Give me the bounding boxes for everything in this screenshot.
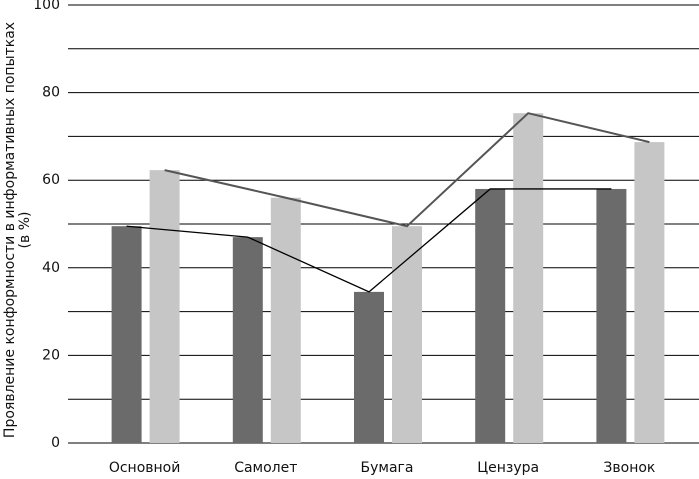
bar: [596, 188, 627, 443]
x-tick-label: Самолет: [234, 460, 297, 476]
x-tick-label: Звонок: [603, 460, 655, 476]
y-tick-label: 100: [33, 0, 60, 13]
y-tick-label: 80: [42, 85, 60, 101]
x-tick-label: Бумага: [361, 460, 414, 476]
bar: [634, 142, 665, 443]
bar: [111, 226, 142, 443]
y-axis-label: Проявление конформности в информативных …: [2, 22, 18, 438]
y-tick-label: 20: [42, 347, 60, 363]
x-tick-label: Основной: [109, 460, 181, 476]
bar: [270, 197, 301, 443]
bar: [149, 170, 180, 443]
x-tick-label: Цензура: [477, 460, 539, 476]
bar: [392, 226, 422, 443]
bar: [354, 291, 384, 443]
bar: [513, 113, 544, 443]
trend-line: [164, 112, 650, 228]
y-tick-label: 0: [51, 435, 60, 451]
y-tick-label: 60: [42, 172, 60, 188]
y-axis-label: (в %): [17, 212, 33, 249]
bar: [475, 188, 506, 443]
y-tick-label: 40: [42, 260, 60, 276]
trend-line: [126, 188, 612, 293]
bar: [232, 237, 263, 443]
